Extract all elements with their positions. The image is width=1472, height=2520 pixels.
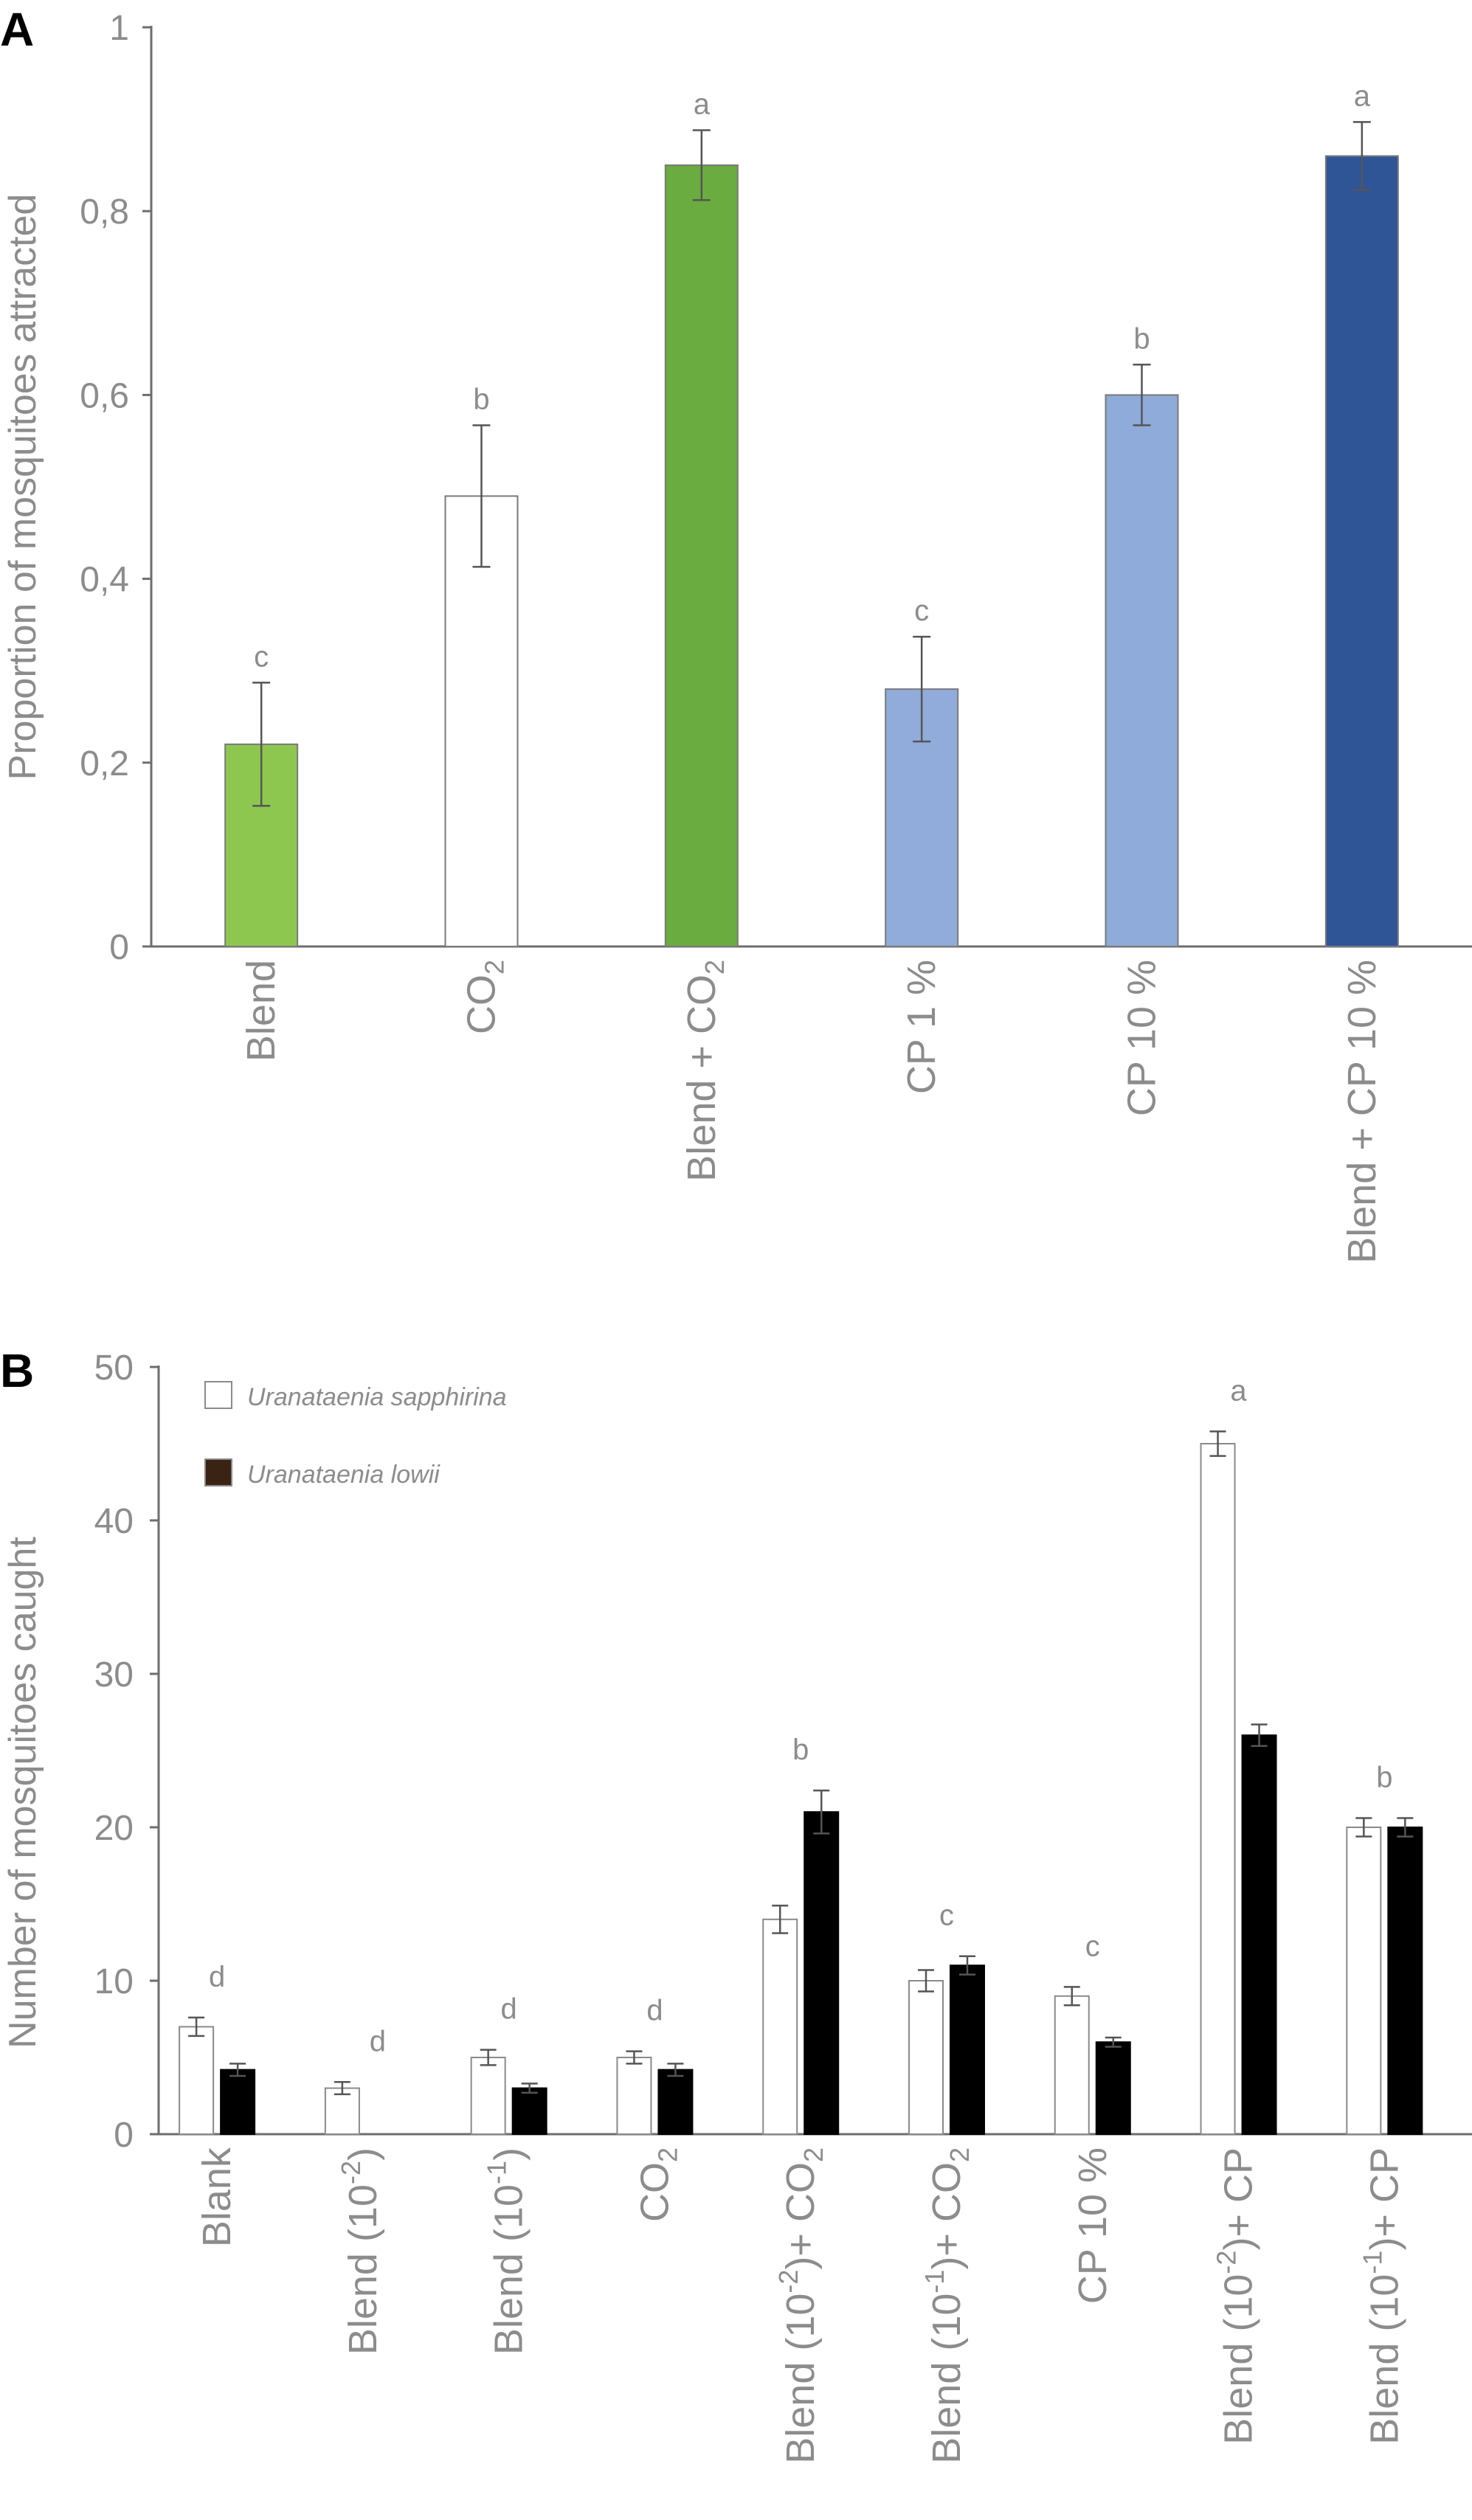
bar [804, 1811, 840, 2135]
significance-letter: a [694, 89, 711, 121]
legend-swatch [204, 1458, 232, 1486]
bar [657, 2069, 694, 2135]
bar [444, 495, 519, 947]
y-tick-label: 0,8 [80, 193, 129, 232]
bar [1200, 1443, 1236, 2135]
x-tick-label: Blend [239, 960, 283, 1062]
y-tick-label: 0,4 [80, 561, 129, 600]
y-axis-title: Proportion of mosquitoes attracted [1, 194, 44, 780]
bar [470, 2057, 506, 2135]
significance-letter: a [1230, 1374, 1247, 1407]
significance-letter: c [939, 1900, 954, 1932]
x-tick-label: CP 10 % [1071, 2147, 1115, 2304]
bar [616, 2057, 652, 2135]
x-tick-label: CO2 [460, 960, 510, 1034]
bar [511, 2087, 547, 2136]
y-tick-label: 0,2 [80, 744, 129, 783]
panel-letter-a: A [0, 3, 34, 56]
legend-label: Uranataenia lowii [247, 1461, 440, 1489]
chart-panel-b: B Number of mosquitoes caught 0 10 20 30 40 50 U… [0, 1344, 1472, 2464]
bar [908, 1980, 944, 2135]
significance-letter: c [254, 640, 269, 673]
y-tick-label: 30 [94, 1655, 134, 1695]
y-tick-label: 40 [94, 1502, 134, 1541]
bar [1105, 394, 1179, 947]
significance-letter: d [209, 1961, 225, 1993]
significance-letter: c [1085, 1930, 1100, 1962]
y-tick-label: 10 [94, 1962, 134, 2001]
significance-letter: b [1376, 1762, 1392, 1794]
significance-letter: d [501, 1993, 517, 2026]
bar [1095, 2041, 1131, 2135]
y-axis-title: Number of mosquitoes caught [1, 1537, 44, 2049]
significance-letter: b [473, 384, 489, 416]
y-tick-label: 1 [109, 9, 129, 48]
y-tick-label: 20 [94, 1809, 134, 1848]
bar [1241, 1734, 1277, 2135]
panel-letter-b: B [0, 1344, 34, 1397]
significance-letter: b [1133, 322, 1150, 355]
x-tick-label: Blend (10-2)+ CO2 [773, 2147, 829, 2464]
y-tick-label: 0 [109, 928, 129, 967]
bar [179, 2026, 215, 2135]
bar [1324, 155, 1399, 948]
significance-letter: a [1354, 80, 1371, 112]
bar [950, 1965, 985, 2135]
y-tick-label: 50 [94, 1349, 134, 1388]
x-tick-label: CP 1 % [899, 960, 944, 1094]
x-tick-label: Blend (10-1)+ CO2 [919, 2147, 975, 2464]
x-tick-label: Blend + CO2 [680, 960, 730, 1182]
bar [1387, 1827, 1423, 2135]
y-tick-label: 0,6 [80, 376, 129, 415]
x-tick-label: Blank [195, 2147, 239, 2247]
bar [220, 2069, 256, 2135]
bar [1054, 1995, 1090, 2136]
significance-letter: d [370, 2025, 386, 2057]
bar [1346, 1827, 1382, 2135]
x-tick-label: Blend (10-2) [336, 2147, 385, 2355]
bar [324, 2087, 360, 2136]
x-tick-label: Blend + CP 10 % [1340, 960, 1384, 1264]
bar [762, 1918, 798, 2136]
significance-letter: b [792, 1734, 809, 1766]
legend-label: Uranataenia sapphirina [247, 1383, 507, 1411]
significance-letter: c [914, 595, 929, 627]
x-tick-label: CO2 [632, 2147, 683, 2222]
chart-panel-a: A Proportion of mosquitoes attracted 0 0,2 0… [0, 3, 1472, 1264]
x-tick-label: Blend (10-1) [482, 2147, 531, 2355]
x-tick-label: Blend (10-2)+ CP [1212, 2147, 1261, 2445]
y-tick-label: 0 [114, 2116, 134, 2155]
x-tick-label: CP 10 % [1120, 960, 1164, 1116]
x-tick-label: Blend (10-1)+ CP [1357, 2147, 1406, 2445]
significance-letter: d [646, 1995, 663, 2027]
bar [664, 164, 739, 947]
legend-swatch [204, 1381, 232, 1409]
